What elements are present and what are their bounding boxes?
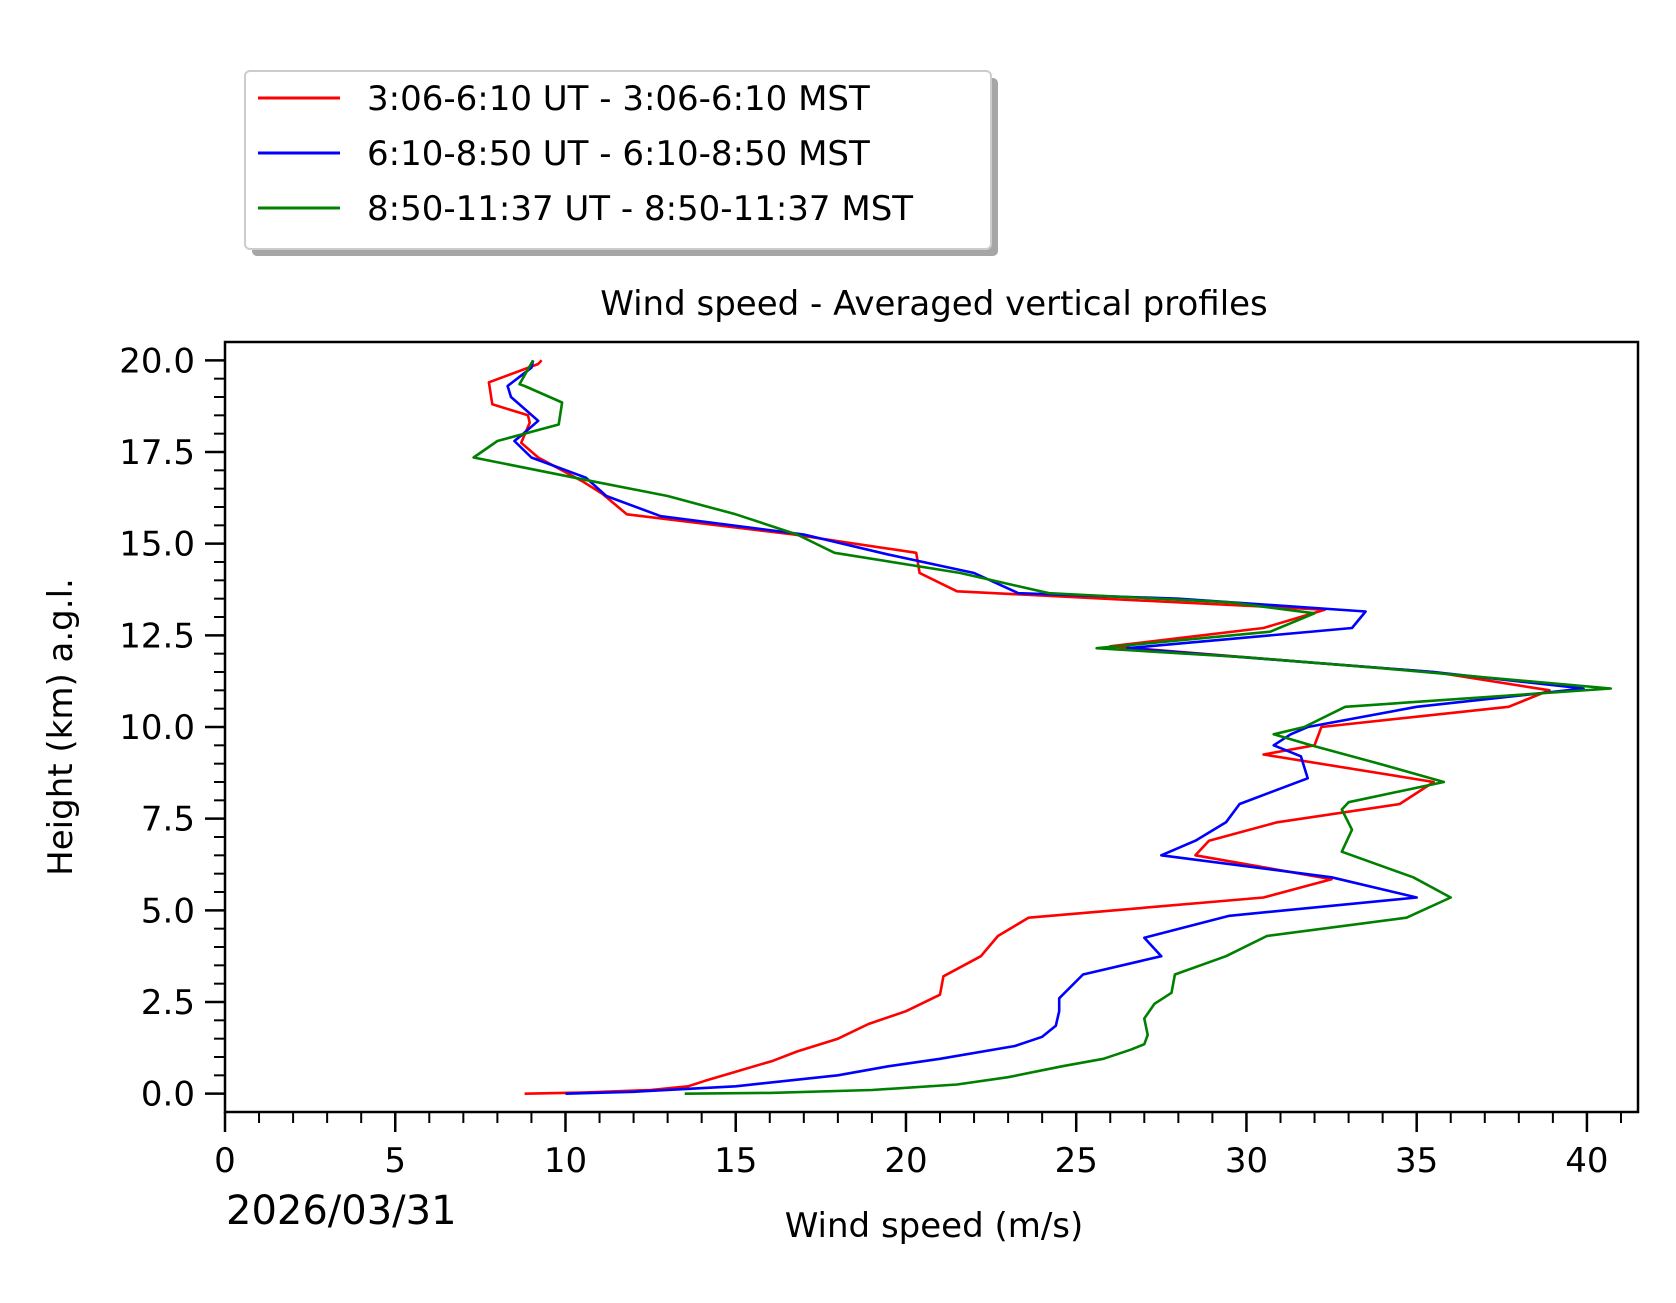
plot-frame (223, 340, 1640, 1114)
y-tick-label: 5.0 (141, 891, 195, 931)
y-tick-label: 2.5 (141, 983, 195, 1023)
y-tick-label: 15.0 (119, 525, 195, 565)
y-tick-label: 10.0 (119, 708, 195, 748)
series-line-2 (506, 360, 1585, 1095)
y-tick-label: 20.0 (119, 341, 195, 381)
x-tick-label: 25 (1055, 1141, 1098, 1181)
x-axis: 0 5 10 15 20 25 30 35 40 (214, 1112, 1622, 1181)
x-tick-label: 20 (884, 1141, 927, 1181)
legend-label-2: 6:10-8:50 UT - 6:10-8:50 MST (367, 134, 870, 174)
x-tick-label: 35 (1395, 1141, 1438, 1181)
x-axis-label: Wind speed (m/s) (785, 1206, 1084, 1246)
y-tick-label: 17.5 (119, 433, 195, 473)
y-axis-label: Height (km) a.g.l. (41, 578, 81, 876)
x-tick-label: 10 (544, 1141, 587, 1181)
x-tick-label: 40 (1565, 1141, 1608, 1181)
legend-label-3: 8:50-11:37 UT - 8:50-11:37 MST (367, 189, 913, 229)
chart-title: Wind speed - Averaged vertical profiles (600, 284, 1268, 324)
legend-box (244, 70, 992, 250)
x-tick-label: 5 (384, 1141, 406, 1181)
y-tick-label: 0.0 (141, 1075, 195, 1115)
x-tick-label: 15 (714, 1141, 757, 1181)
x-tick-label: 30 (1225, 1141, 1268, 1181)
date-label: 2026/03/31 (226, 1188, 457, 1234)
y-axis: 0.0 2.5 5.0 7.5 10.0 12.5 15.0 17.5 20.0 (119, 341, 225, 1115)
x-tick-label: 0 (214, 1141, 236, 1181)
series-line-3 (472, 359, 1613, 1095)
legend: 3:06-6:10 UT - 3:06-6:10 MST 6:10-8:50 UT… (244, 70, 998, 256)
series-layer (472, 359, 1613, 1095)
y-tick-label: 12.5 (119, 616, 195, 656)
legend-label-1: 3:06-6:10 UT - 3:06-6:10 MST (367, 79, 870, 119)
y-tick-label: 7.5 (141, 800, 195, 840)
